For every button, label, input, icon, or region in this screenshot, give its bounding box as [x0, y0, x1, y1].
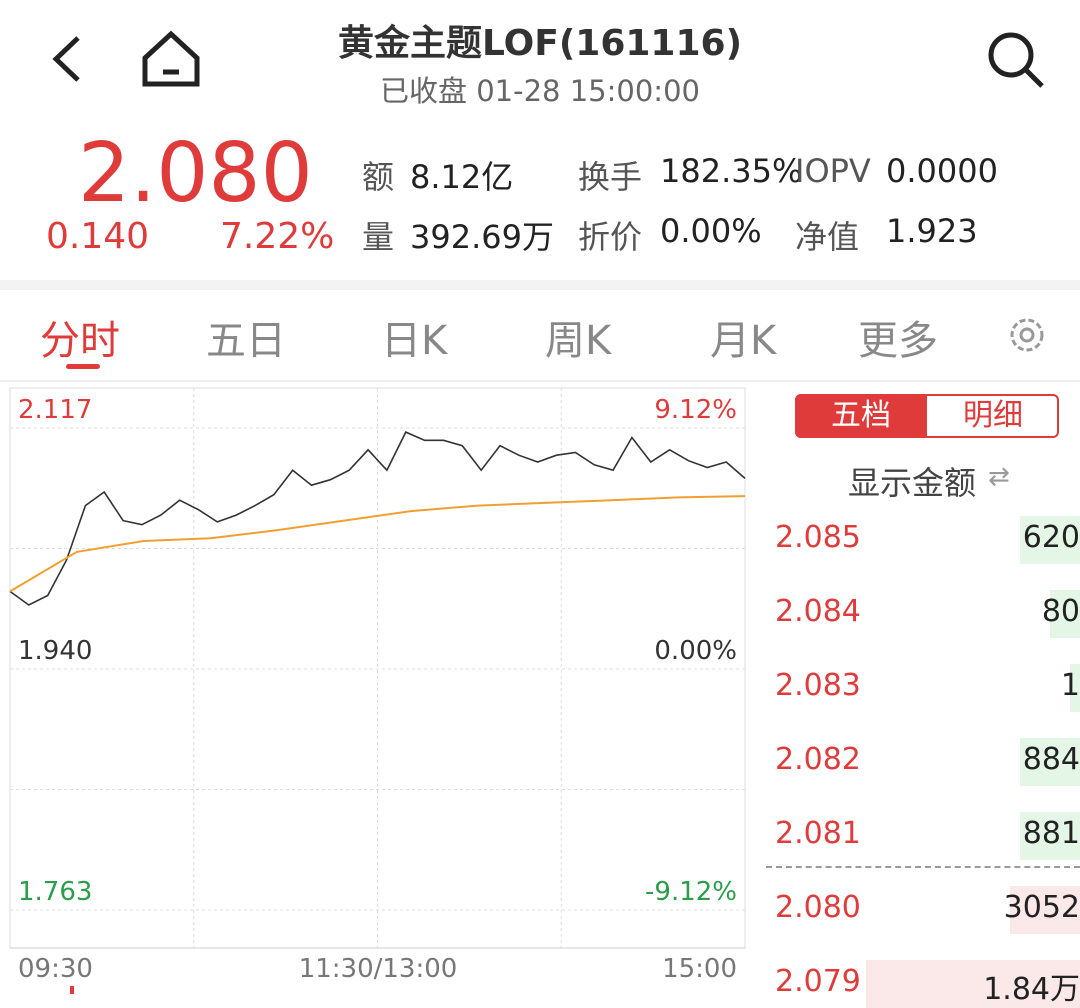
change: 0.140 [46, 216, 150, 257]
series-line [9, 431, 746, 606]
stat-label: IOPV [795, 152, 871, 190]
y-tick-label: 1.940 [18, 636, 92, 666]
depth-bar [1070, 664, 1080, 712]
book-amount: 620 [1022, 520, 1080, 555]
book-amount: 884 [1022, 742, 1080, 777]
cursor [70, 986, 74, 994]
depth-bar [1020, 738, 1080, 786]
book-price: 2.085 [775, 520, 861, 555]
status: 已收盘 01-28 15:00:00 [380, 74, 700, 108]
search-button[interactable] [984, 28, 1048, 92]
stat-value: 392.69万 [410, 218, 554, 256]
amount-toggle[interactable]: 显示金额 [848, 464, 977, 502]
settings-button[interactable] [1006, 314, 1048, 356]
depth-bar [1010, 886, 1080, 934]
change-pct: 7.22% [220, 216, 335, 257]
book-price: 2.082 [775, 742, 861, 777]
stat-value: 0.00% [660, 212, 762, 250]
book-price: 2.081 [775, 816, 861, 851]
stat-value: 8.12亿 [410, 158, 514, 196]
intraday-chart: 2.117 1.940 1.763 9.12% 0.00% -9.12% 09:30 11:3… [9, 387, 746, 994]
book-amount: 1.84万 [983, 972, 1080, 1007]
stat-label: 量 [362, 218, 395, 256]
book-amount: 80 [1041, 594, 1080, 629]
stat-value: 0.0000 [886, 152, 998, 190]
y2-tick-label: 0.00% [654, 636, 737, 666]
home-button[interactable] [140, 28, 202, 90]
tab[interactable]: 日K [381, 318, 448, 364]
stat-label: 净值 [795, 218, 860, 256]
depth-bar [1050, 590, 1080, 638]
book-amount: 1 [1060, 668, 1080, 703]
y-tick-label: 1.763 [18, 877, 92, 907]
tab-indicator [66, 364, 100, 369]
stat-value: 1.923 [886, 212, 978, 250]
price: 2.080 [78, 126, 313, 221]
tab[interactable]: 周K [545, 318, 612, 364]
book-amount: 881 [1022, 816, 1080, 851]
divider [0, 380, 1080, 382]
book-price: 2.084 [775, 594, 861, 629]
book-tab[interactable]: 明细 [963, 398, 1023, 433]
book-tab[interactable]: 五档 [795, 394, 927, 438]
y2-tick-label: -9.12% [645, 877, 737, 907]
book-price: 2.079 [775, 964, 861, 999]
stat-label: 额 [362, 158, 395, 196]
depth-bar [1020, 812, 1080, 860]
tab[interactable]: 分时 [40, 318, 120, 364]
series-line [9, 495, 746, 593]
tab[interactable]: 月K [710, 318, 777, 364]
x-tick-label: 15:00 [662, 954, 737, 984]
book-amount: 3052 [1003, 890, 1080, 925]
stat-label: 折价 [578, 218, 643, 256]
title: 黄金主题LOF(161116) [337, 23, 743, 64]
y2-tick-label: 9.12% [654, 395, 737, 425]
depth-bar [1020, 516, 1080, 564]
tab[interactable]: 五日 [206, 318, 286, 364]
book-price: 2.083 [775, 668, 861, 703]
tab[interactable]: 更多 [858, 318, 938, 364]
toggle-icon: ⇄ [988, 462, 1010, 492]
divider [0, 280, 1080, 290]
y-tick-label: 2.117 [18, 395, 92, 425]
back-button[interactable] [48, 32, 88, 86]
divider [766, 866, 1080, 868]
stat-value: 182.35% [660, 152, 803, 190]
stat-label: 换手 [578, 158, 643, 196]
book-price: 2.080 [775, 890, 861, 925]
x-tick-label: 09:30 [18, 954, 93, 984]
x-tick-label: 11:30/13:00 [299, 954, 458, 984]
